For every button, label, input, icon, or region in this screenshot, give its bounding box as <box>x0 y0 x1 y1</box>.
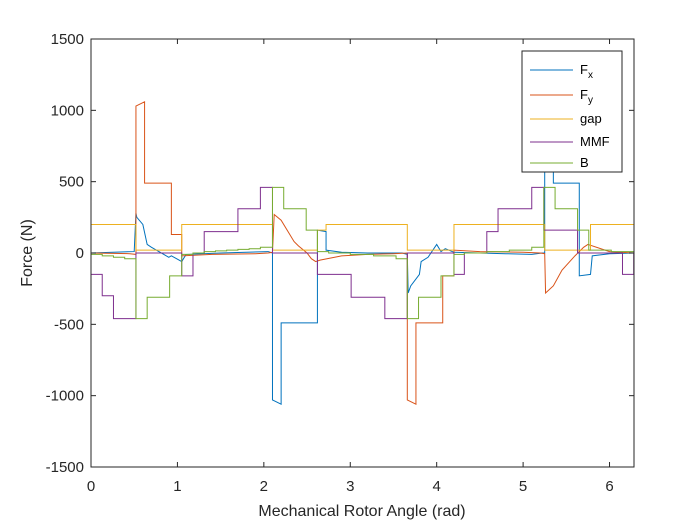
y-axis-label: Force (N) <box>19 219 36 287</box>
y-tick-label: -500 <box>54 316 84 333</box>
x-tick-label: 0 <box>87 478 95 495</box>
x-tick-label: 3 <box>346 478 354 495</box>
x-tick-label: 2 <box>260 478 268 495</box>
x-tick-label: 4 <box>433 478 441 495</box>
y-tick-label: 1500 <box>51 31 84 48</box>
x-axis-label: Mechanical Rotor Angle (rad) <box>258 503 465 520</box>
series-line-b <box>91 186 634 320</box>
x-tick-label: 6 <box>605 478 613 495</box>
y-tick-label: 1000 <box>51 102 84 119</box>
x-tick-label: 5 <box>519 478 527 495</box>
legend-label-mmf: MMF <box>580 134 610 149</box>
series-line-fy <box>90 100 635 406</box>
x-tick-label: 1 <box>173 478 181 495</box>
y-tick-label: 500 <box>59 174 84 191</box>
y-tick-label: -1000 <box>46 388 84 405</box>
y-tick-label: 0 <box>76 245 84 262</box>
legend-label-gap: gap <box>580 111 602 126</box>
y-tick-label: -1500 <box>46 459 84 476</box>
series-line-gap <box>91 223 634 251</box>
legend-box <box>521 50 623 173</box>
legend-label-b: B <box>580 155 589 170</box>
tick-layer: 0 1 2 3 4 5 6 -1500 -1000 -500 0 500 1000 1500 <box>46 31 634 495</box>
